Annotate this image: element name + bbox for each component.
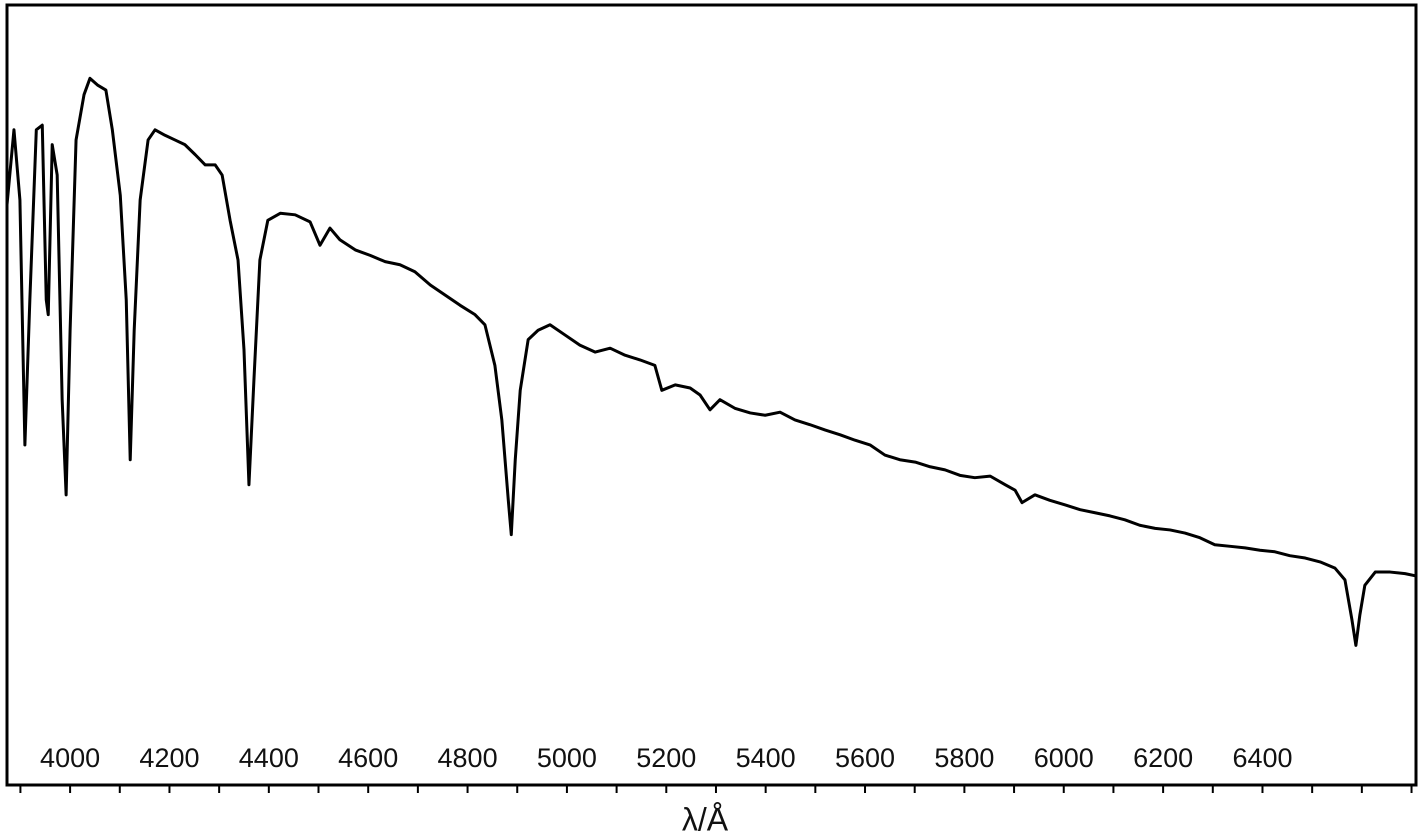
x-tick-label: 4400 [239,743,299,773]
x-tick-label: 5600 [835,743,895,773]
x-tick-label: 4200 [139,743,199,773]
x-tick-label: 4800 [438,743,498,773]
x-tick-label: 6200 [1133,743,1193,773]
x-tick-label: 4600 [338,743,398,773]
x-tick-label: 6000 [1034,743,1094,773]
x-tick-label: 5200 [636,743,696,773]
x-tick-label: 5800 [934,743,994,773]
plot-frame [5,3,1418,787]
x-tick-label: 4000 [40,743,100,773]
spectrum-line [5,76,1417,647]
x-tick-label: 5000 [537,743,597,773]
x-tick-label: 6400 [1232,743,1292,773]
x-tick-label: 5400 [736,743,796,773]
x-axis-label: λ/Å [682,801,729,837]
